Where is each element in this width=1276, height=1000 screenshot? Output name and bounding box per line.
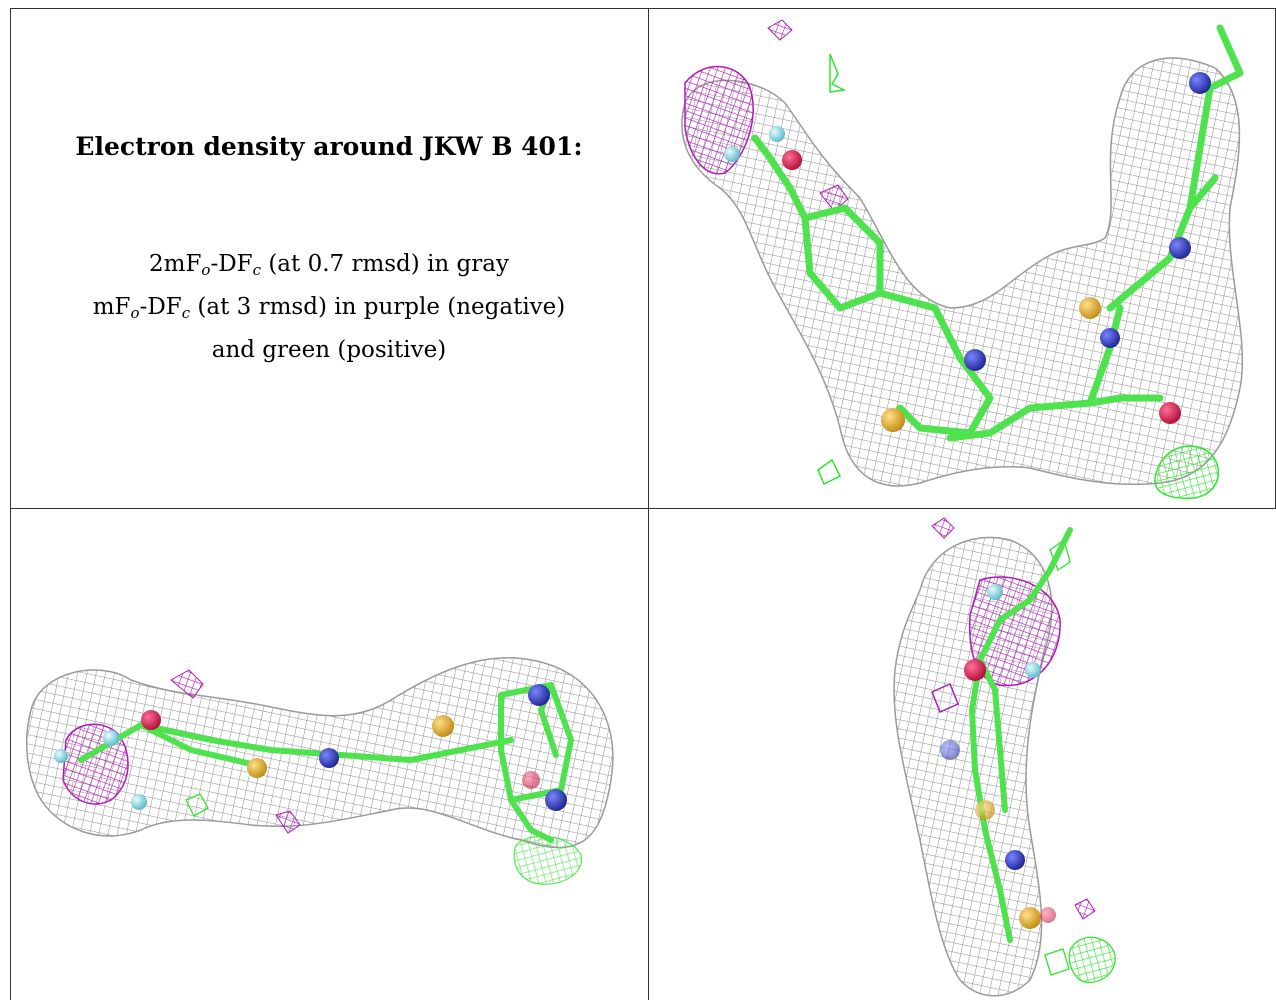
density-mesh-negative (968, 576, 1061, 687)
density-view-side (11, 510, 647, 1000)
density-mesh-negative-small (931, 682, 959, 714)
atom-sulfur (1079, 297, 1101, 319)
atom-fluorine (54, 749, 68, 763)
caption-line-2fofc: 2mFo-DFc (at 0.7 rmsd) in gray (149, 251, 509, 279)
atom-nitrogen (319, 748, 339, 768)
density-mesh-negative (684, 66, 754, 175)
caption-line-positive: and green (positive) (211, 337, 447, 363)
density-mesh-negative-top (767, 19, 793, 41)
atom-oxygen (141, 710, 161, 730)
density-mesh-negative-bottom (1074, 898, 1096, 920)
atom-oxygen (1040, 907, 1056, 923)
atom-sulfur (1019, 907, 1041, 929)
figure-grid: Electron density around JKW B 401: 2mFo-… (10, 8, 1276, 1000)
atom-oxygen (964, 659, 986, 681)
atom-fluorine (987, 584, 1003, 600)
atom-nitrogen (1169, 237, 1191, 259)
table-border-top (10, 8, 1276, 9)
caption-line-fofc: mFo-DFc (at 3 rmsd) in purple (negative) (92, 294, 566, 322)
atom-fluorine (1025, 662, 1041, 678)
atom-nitrogen (964, 349, 986, 371)
atom-sulfur (432, 715, 454, 737)
caption-body: 2mFo-DFc (at 0.7 rmsd) in gray mFo-DFc (… (10, 246, 648, 369)
atom-nitrogen (545, 789, 567, 811)
atom-nitrogen (940, 740, 960, 760)
atom-fluorine (131, 794, 147, 810)
atom-nitrogen (1189, 72, 1211, 94)
table-border-middle (10, 508, 1276, 509)
atom-sulfur (975, 800, 995, 820)
atom-nitrogen (528, 684, 550, 706)
density-mesh-positive-left (817, 458, 842, 486)
density-mesh-negative-small (170, 669, 204, 699)
density-mesh-positive (1068, 936, 1116, 983)
density-view-front (650, 8, 1275, 508)
density-mesh-negative-top (931, 517, 955, 539)
atom-fluorine (769, 126, 785, 142)
ligand-bonds (969, 527, 1073, 943)
density-view-end (650, 510, 1275, 1000)
density-mesh-negative-small (275, 810, 301, 834)
caption-title: Electron density around JKW B 401: (75, 132, 583, 161)
density-mesh-positive-small (185, 793, 209, 817)
atom-sulfur (247, 758, 267, 778)
density-mesh-negative-small (819, 184, 849, 212)
table-border-center (648, 8, 649, 1000)
table-border-left (10, 8, 11, 1000)
atom-sulfur (881, 408, 905, 432)
density-mesh-positive-small (1044, 948, 1070, 976)
caption-cell: Electron density around JKW B 401: 2mFo-… (10, 8, 648, 508)
ligand-bonds (751, 24, 1244, 442)
atom-oxygen (1159, 402, 1181, 424)
atom-nitrogen (1100, 328, 1120, 348)
atom-fluorine (724, 146, 740, 162)
atom-fluorine (103, 730, 119, 746)
atom-oxygen (782, 150, 802, 170)
atom-nitrogen (1005, 850, 1025, 870)
atom-oxygen (522, 771, 540, 789)
density-mesh-positive-small (829, 53, 847, 93)
density-mesh-positive (1154, 445, 1220, 500)
